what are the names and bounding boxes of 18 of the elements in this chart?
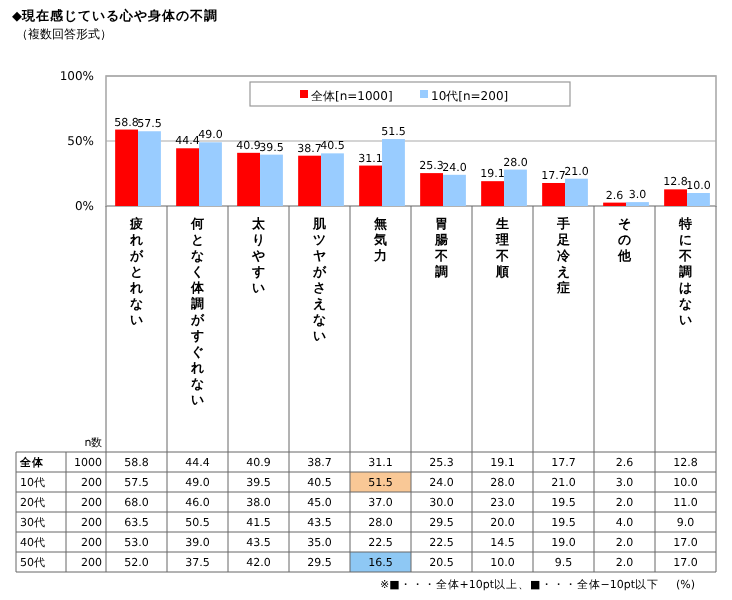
bar xyxy=(199,142,222,206)
bar xyxy=(420,173,444,206)
bar xyxy=(443,174,466,206)
bar xyxy=(138,131,161,206)
bar xyxy=(565,178,588,206)
bar xyxy=(382,139,405,206)
bar xyxy=(260,154,283,206)
bar xyxy=(542,182,566,206)
bar xyxy=(237,152,261,206)
bar xyxy=(321,153,344,206)
bar xyxy=(115,129,139,206)
bar xyxy=(359,165,383,206)
bar xyxy=(298,155,322,206)
bar xyxy=(664,189,688,206)
bar xyxy=(504,169,527,206)
bar xyxy=(687,193,710,206)
bar xyxy=(176,148,200,206)
bar xyxy=(481,181,505,206)
